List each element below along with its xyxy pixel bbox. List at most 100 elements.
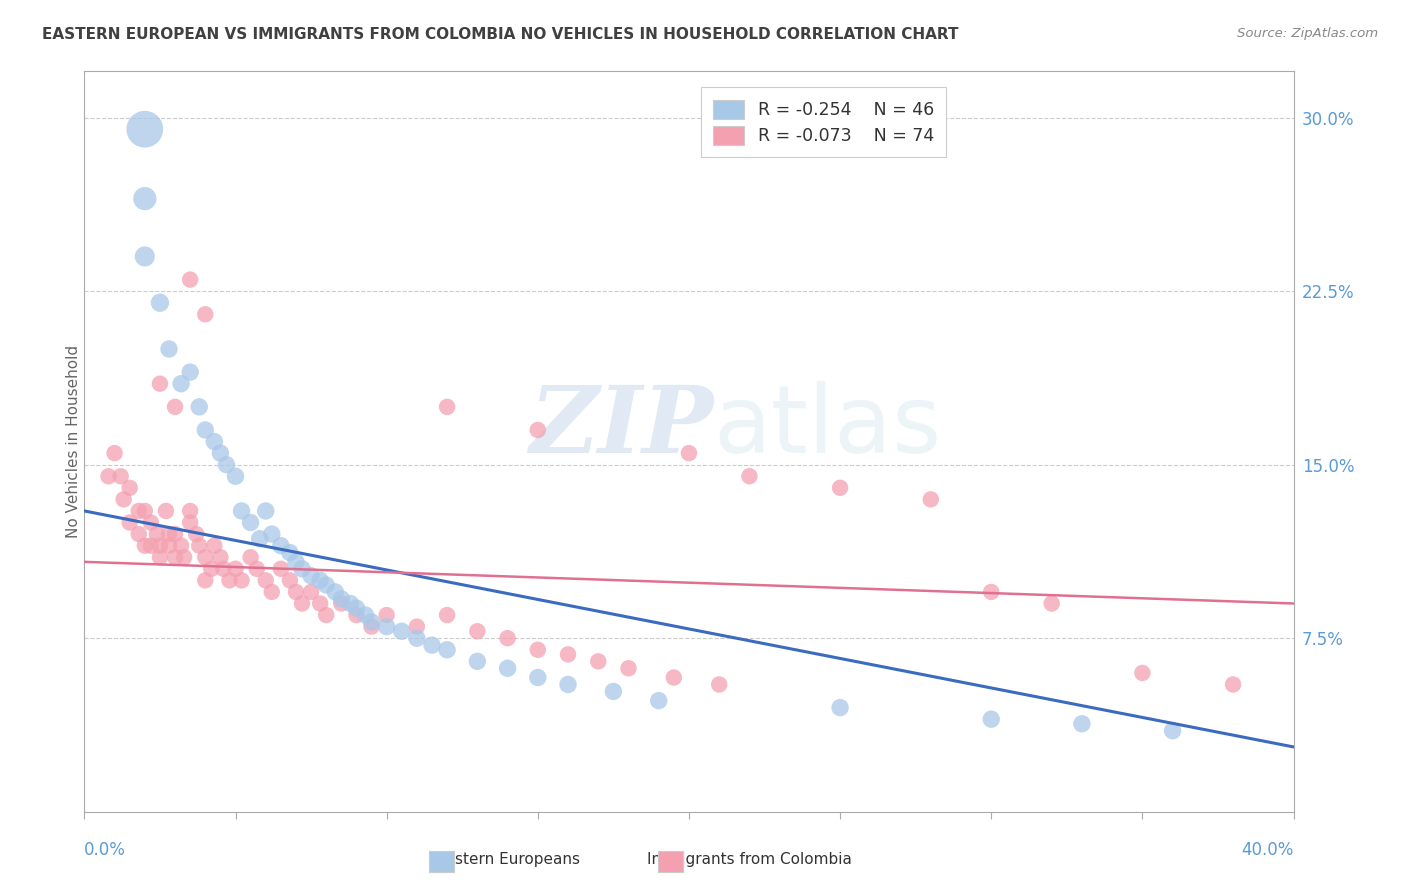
- Point: [212, 562, 235, 576]
- Point: [200, 562, 222, 576]
- Point: [194, 574, 217, 588]
- Point: [323, 585, 346, 599]
- Point: [202, 539, 225, 553]
- Point: [134, 504, 156, 518]
- Point: [315, 608, 337, 623]
- Point: [218, 574, 240, 588]
- Point: [249, 532, 271, 546]
- Point: [738, 469, 761, 483]
- Point: [188, 400, 211, 414]
- Point: [225, 562, 247, 576]
- Point: [527, 671, 550, 685]
- Point: [360, 619, 382, 633]
- Point: [527, 423, 550, 437]
- Y-axis label: No Vehicles in Household: No Vehicles in Household: [66, 345, 80, 538]
- Point: [118, 516, 141, 530]
- Point: [155, 504, 177, 518]
- Point: [165, 400, 187, 414]
- Point: [110, 469, 132, 483]
- Point: [1040, 597, 1063, 611]
- Point: [194, 307, 217, 321]
- Text: EASTERN EUROPEAN VS IMMIGRANTS FROM COLOMBIA NO VEHICLES IN HOUSEHOLD CORRELATIO: EASTERN EUROPEAN VS IMMIGRANTS FROM COLO…: [42, 27, 959, 42]
- Point: [215, 458, 238, 472]
- Point: [209, 446, 232, 460]
- Point: [157, 527, 180, 541]
- Point: [134, 539, 156, 553]
- Point: [980, 712, 1002, 726]
- Point: [231, 504, 253, 518]
- Point: [602, 684, 624, 698]
- Text: Immigrants from Colombia: Immigrants from Colombia: [647, 853, 852, 867]
- Point: [157, 539, 180, 553]
- Point: [278, 545, 301, 560]
- Point: [588, 654, 610, 668]
- Text: atlas: atlas: [713, 381, 942, 473]
- Point: [260, 585, 283, 599]
- Point: [239, 550, 262, 565]
- Point: [104, 446, 127, 460]
- Point: [339, 597, 361, 611]
- Point: [436, 642, 458, 657]
- Point: [467, 654, 489, 668]
- Point: [179, 504, 201, 518]
- Point: [436, 608, 458, 623]
- Point: [406, 619, 429, 633]
- Point: [557, 677, 579, 691]
- Point: [299, 568, 322, 582]
- Point: [260, 527, 283, 541]
- Point: [709, 677, 731, 691]
- Point: [309, 574, 332, 588]
- Text: 40.0%: 40.0%: [1241, 841, 1294, 859]
- Point: [1222, 677, 1244, 691]
- Point: [330, 591, 353, 606]
- Point: [202, 434, 225, 449]
- Point: [231, 574, 253, 588]
- Point: [309, 597, 332, 611]
- Point: [346, 608, 368, 623]
- Point: [165, 550, 187, 565]
- Point: [467, 624, 489, 639]
- Point: [170, 376, 193, 391]
- Point: [149, 539, 172, 553]
- Point: [391, 624, 413, 639]
- Point: [225, 469, 247, 483]
- Point: [246, 562, 269, 576]
- Text: Source: ZipAtlas.com: Source: ZipAtlas.com: [1237, 27, 1378, 40]
- Point: [139, 539, 162, 553]
- Point: [128, 504, 150, 518]
- Point: [179, 272, 201, 286]
- Point: [406, 631, 429, 645]
- Point: [375, 619, 398, 633]
- Point: [830, 481, 852, 495]
- Point: [134, 250, 156, 264]
- Point: [617, 661, 640, 675]
- Point: [315, 578, 337, 592]
- Point: [149, 376, 172, 391]
- Point: [254, 574, 277, 588]
- Point: [188, 539, 211, 553]
- Point: [209, 550, 232, 565]
- Point: [557, 648, 579, 662]
- Legend: R = -0.254    N = 46, R = -0.073    N = 74: R = -0.254 N = 46, R = -0.073 N = 74: [700, 87, 946, 157]
- Point: [97, 469, 120, 483]
- Text: 0.0%: 0.0%: [84, 841, 127, 859]
- Point: [270, 562, 292, 576]
- Point: [678, 446, 700, 460]
- Point: [291, 562, 314, 576]
- Point: [648, 694, 671, 708]
- Point: [170, 539, 193, 553]
- Point: [139, 516, 162, 530]
- Point: [346, 601, 368, 615]
- Point: [270, 539, 292, 553]
- Point: [330, 597, 353, 611]
- Point: [128, 527, 150, 541]
- Text: ZIP: ZIP: [529, 382, 713, 472]
- Point: [920, 492, 942, 507]
- Point: [1161, 723, 1184, 738]
- Point: [285, 585, 308, 599]
- Point: [134, 122, 156, 136]
- Point: [118, 481, 141, 495]
- Point: [1071, 716, 1094, 731]
- Point: [186, 527, 208, 541]
- Point: [375, 608, 398, 623]
